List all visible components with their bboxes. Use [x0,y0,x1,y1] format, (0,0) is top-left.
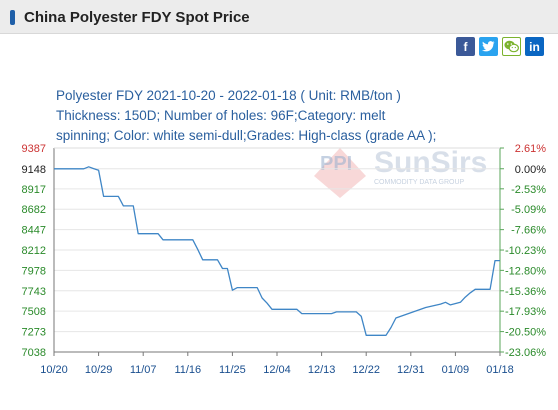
x-tick-label: 12/31 [397,364,425,376]
chart-title: Polyester FDY 2021-10-20 - 2022-01-18 ( … [56,88,401,103]
x-tick-label: 11/25 [219,364,246,376]
watermark-tagline: COMMODITY DATA GROUP [374,179,465,186]
x-tick-label: 12/04 [263,364,291,376]
x-tick-label: 12/22 [352,364,380,376]
y-tick-label-left: 9148 [22,164,46,176]
y-tick-label-right: -5.09% [511,204,546,216]
y-tick-label-left: 8212 [22,245,46,257]
x-tick-label: 12/13 [308,364,336,376]
price-series-line [54,166,500,336]
facebook-share-icon[interactable]: f [456,37,475,56]
y-tick-label-right: -15.36% [505,286,546,298]
y-tick-label-right: -17.93% [505,306,546,318]
twitter-share-icon[interactable] [479,37,498,56]
y-tick-label-left: 7978 [22,265,46,277]
y-tick-label-left: 8447 [22,225,46,237]
chart-subtitle-line-2: spinning; Color: white semi-dull;Grades:… [56,128,437,143]
sunsirs-watermark: PPI SunSirs COMMODITY DATA GROUP [314,146,487,198]
y-tick-label-right: -2.53% [511,184,546,196]
y-tick-label-right: 0.00% [515,164,546,176]
y-tick-label-right: -23.06% [505,347,546,359]
y-tick-label-left: 7743 [22,286,46,298]
y-tick-label-left: 7508 [22,306,46,318]
x-tick-label: 01/09 [442,364,470,376]
wechat-bubbles-icon [504,40,519,53]
x-tick-label: 01/18 [486,364,514,376]
y-axis-left-ticks: 9387 9148 8917 8682 8447 8212 7978 7743 7508 7273… [22,143,46,359]
y-tick-label-left: 7273 [22,327,46,339]
x-tick-label: 11/07 [130,364,157,376]
watermark-diamond-icon [314,148,366,198]
linkedin-share-icon[interactable]: in [525,37,544,56]
chart-subtitle: Polyester FDY 2021-10-20 - 2022-01-18 ( … [56,86,496,146]
chart-subtitle-line-1: Thickness: 150D; Number of holes: 96F;Ca… [56,108,386,123]
x-axis-ticks: 10/20 10/29 11/07 11/16 11/25 12/04 12/13 12/22… [40,352,514,376]
x-tick-label: 10/29 [85,364,113,376]
y-tick-label-left: 9387 [22,143,46,155]
y-tick-label-left: 8917 [22,184,46,196]
x-tick-label: 11/16 [174,364,201,376]
twitter-bird-icon [482,41,495,52]
y-tick-label-right: -20.50% [505,327,546,339]
wechat-share-icon[interactable] [502,37,521,56]
y-tick-label-left: 8682 [22,204,46,216]
y-tick-label-right: 2.61% [515,143,546,155]
y-tick-label-right: -10.23% [505,245,546,257]
watermark-ppi: PPI [320,153,352,175]
page-title: China Polyester FDY Spot Price [24,9,250,26]
series-group [54,166,500,336]
x-tick-label: 10/20 [40,364,68,376]
title-accent-bar [10,10,15,25]
y-axis-right-ticks: 2.61% 0.00% -2.53% -5.09% -7.66% -10.23% -12.8… [505,143,546,359]
y-tick-label-right: -7.66% [511,225,546,237]
share-buttons: f in [456,37,544,56]
watermark-brand: SunSirs [374,146,487,179]
y-tick-label-right: -12.80% [505,265,546,277]
grid-lines [54,168,500,333]
title-bar: China Polyester FDY Spot Price [0,0,558,34]
y-tick-label-left: 7038 [22,347,46,359]
